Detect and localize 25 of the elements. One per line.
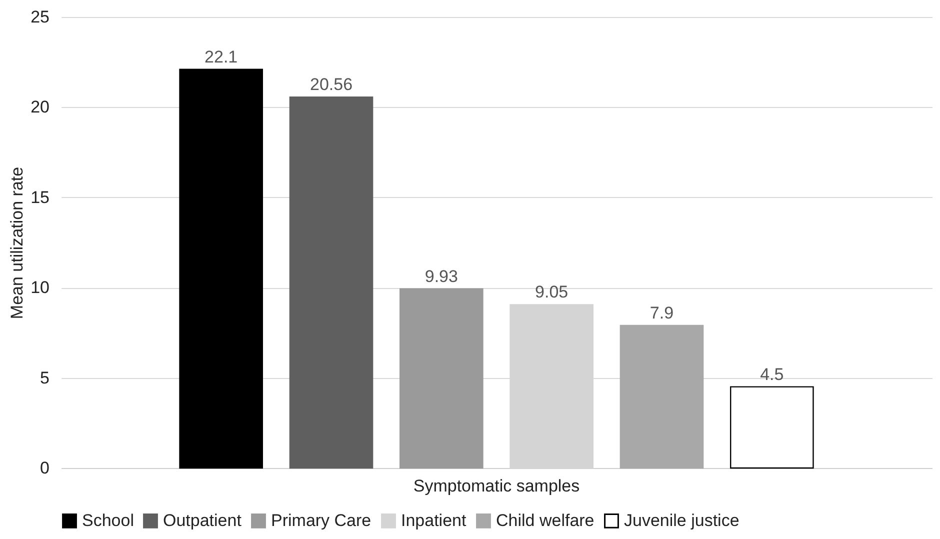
- y-tick-label: 0: [40, 458, 50, 478]
- legend-label: Outpatient: [163, 510, 242, 530]
- y-tick-label: 25: [30, 8, 50, 26]
- y-tick-label: 5: [40, 368, 50, 388]
- y-axis-title: Mean utilization rate: [8, 166, 27, 320]
- y-tick-label: 15: [30, 188, 50, 207]
- bar: [400, 288, 484, 469]
- legend-label: Primary Care: [271, 510, 372, 530]
- legend-label: Child welfare: [496, 510, 594, 530]
- bar: [620, 324, 704, 469]
- y-tick-label: 20: [30, 98, 50, 117]
- legend-label: Inpatient: [401, 510, 466, 530]
- data-label: 20.56: [310, 75, 353, 94]
- bar: [179, 68, 263, 469]
- data-label: 9.05: [535, 282, 568, 302]
- bar: [289, 96, 374, 469]
- y-tick-label: 10: [30, 278, 50, 298]
- data-label: 22.1: [204, 47, 238, 66]
- data-label: 7.9: [650, 303, 674, 322]
- legend-label: School: [82, 510, 134, 530]
- legend-label: Juvenile justice: [624, 510, 740, 530]
- x-tick-label: Symptomatic samples: [413, 476, 580, 496]
- data-label: 4.5: [760, 364, 784, 384]
- data-label: 9.93: [424, 266, 458, 286]
- bar: [730, 386, 814, 469]
